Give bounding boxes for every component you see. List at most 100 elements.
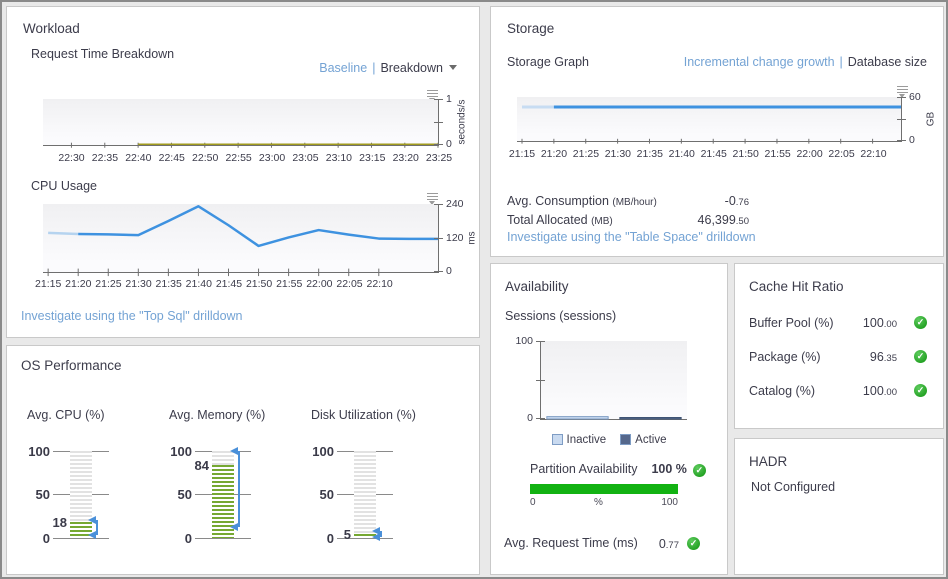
- baseline-link[interactable]: Baseline: [319, 61, 368, 75]
- cpu-usage-chart: 240 120 0 ms: [43, 198, 478, 277]
- disk-utilization-gauge: Disk Utilization (%) 100 50 0 5: [307, 404, 457, 569]
- y-axis-tick: 60: [909, 91, 921, 103]
- sessions-legend: Inactive Active: [491, 434, 727, 446]
- storage-panel: Storage Storage Graph Incremental change…: [490, 6, 944, 257]
- gauge-marker-arrow-icon: [88, 531, 96, 540]
- y-axis-tick: 1: [446, 93, 452, 105]
- y-axis-unit: seconds/s: [456, 99, 468, 145]
- gauge-tick: 100: [28, 444, 50, 459]
- status-ok-icon: [687, 537, 700, 550]
- cpu-usage-chart-canvas: [43, 204, 438, 272]
- avg-request-time-row: Avg. Request Time (ms) 0.77: [504, 536, 727, 551]
- gauge-label: Disk Utilization (%): [311, 408, 416, 422]
- avg-memory-gauge: Avg. Memory (%) 100 50 0 84: [165, 404, 315, 569]
- stat-unit: (MB/hour): [612, 197, 657, 208]
- cache-row-label: Package (%): [749, 350, 821, 364]
- hadr-status: Not Configured: [751, 480, 836, 494]
- cache-row-value: 100.00: [862, 384, 897, 398]
- status-ok-icon: [914, 316, 927, 329]
- os-performance-title: OS Performance: [21, 358, 122, 373]
- gauge-value: 5: [343, 526, 351, 542]
- y-axis-tick: 240: [446, 198, 464, 210]
- availability-title: Availability: [505, 279, 569, 294]
- request-time-chart-canvas: [43, 99, 438, 145]
- status-ok-icon: [914, 384, 927, 397]
- availability-panel: Availability Sessions (sessions) 100 0 I…: [490, 263, 728, 575]
- gauge-tick: 50: [177, 487, 192, 502]
- avg-request-time-label: Avg. Request Time (ms): [504, 536, 638, 550]
- dropdown-caret-icon[interactable]: [449, 65, 457, 70]
- package-row: Package (%) 96.35: [749, 350, 927, 366]
- stat-value: 46,399.50: [697, 213, 749, 227]
- gauge-track: [70, 451, 92, 538]
- request-time-chart: 1 0 seconds/s: [43, 93, 468, 150]
- gauge-fill: [212, 464, 234, 538]
- status-ok-icon: [914, 350, 927, 363]
- chart-menu-icon[interactable]: [427, 192, 439, 205]
- storage-title: Storage: [507, 21, 555, 36]
- active-swatch-icon: [620, 434, 632, 445]
- partition-bar-scale: 0 % 100: [530, 497, 678, 508]
- cache-hit-ratio-panel: Cache Hit Ratio Buffer Pool (%) 100.00 P…: [734, 263, 944, 429]
- table-space-drilldown-link[interactable]: Investigate using the "Table Space" dril…: [507, 230, 756, 244]
- gauge-tick: 100: [170, 444, 192, 459]
- y-axis-tick: 120: [446, 232, 464, 244]
- y-axis-tick: 0: [527, 412, 533, 424]
- cache-row-label: Buffer Pool (%): [749, 316, 834, 330]
- cache-row-label: Catalog (%): [749, 384, 815, 398]
- partition-availability-value: 100 %: [651, 462, 687, 476]
- partition-availability-bar-fill: [530, 484, 678, 494]
- toggle-separator: |: [372, 61, 376, 75]
- gauge-tick: 50: [35, 487, 50, 502]
- toggle-separator: |: [839, 55, 843, 69]
- gauge-tick: 0: [42, 531, 50, 546]
- stat-label: Avg. Consumption: [507, 194, 613, 208]
- gauge-value: 18: [52, 515, 67, 531]
- avg-request-time-value: 0.77: [658, 537, 679, 551]
- gauge-range-marker: [238, 451, 240, 527]
- gauge-fill: [354, 533, 376, 538]
- gauge-range-marker: [380, 531, 382, 538]
- gauge-tick: 0: [326, 531, 334, 546]
- sessions-chart: 100 0: [515, 335, 687, 424]
- storage-chart: 60 0 GB: [517, 91, 937, 146]
- y-axis-unit: ms: [466, 231, 478, 245]
- y-axis-unit: GB: [925, 111, 937, 127]
- x-axis-labels: 21:15 21:20 21:25 21:30 21:35 21:40 21:45 21:50…: [508, 148, 887, 160]
- top-sql-drilldown-link[interactable]: Investigate using the "Top Sql" drilldow…: [21, 309, 243, 323]
- status-ok-icon: [692, 464, 706, 477]
- sessions-chart-canvas: [541, 341, 687, 419]
- storage-view-toggle: Incremental change growth | Database size: [684, 55, 927, 69]
- gauge-marker-arrow-icon: [372, 527, 380, 536]
- gauge-tick: 50: [319, 487, 334, 502]
- x-axis-labels: 21:15 21:20 21:25 21:30 21:35 21:40 21:45 21:50…: [35, 278, 393, 290]
- gauge-label: Avg. Memory (%): [169, 408, 266, 422]
- gauge-tick: 0: [184, 531, 192, 546]
- database-size-option[interactable]: Database size: [847, 55, 927, 69]
- cpu-usage-chart-label: CPU Usage: [31, 179, 97, 193]
- buffer-pool-row: Buffer Pool (%) 100.00: [749, 316, 927, 332]
- gauge-tick: 100: [312, 444, 334, 459]
- cache-row-value: 96.35: [869, 350, 897, 364]
- gauge-value: 84: [194, 457, 209, 473]
- request-time-chart-label: Request Time Breakdown: [31, 47, 175, 61]
- gauge-range-marker: [96, 519, 98, 536]
- chart-menu-icon[interactable]: [897, 85, 909, 98]
- y-axis-tick: 0: [446, 265, 452, 277]
- gauge-fill: [70, 522, 92, 538]
- os-performance-panel: OS Performance Avg. CPU (%) 100 50 0 18 …: [6, 345, 480, 575]
- avg-consumption-row: Avg. Consumption (MB/hour) -0.76: [507, 194, 927, 208]
- gauge-marker-arrow-icon: [88, 515, 96, 524]
- stat-label: Total Allocated: [507, 213, 592, 227]
- y-axis-tick: 100: [515, 335, 533, 347]
- sessions-chart-label: Sessions (sessions): [505, 309, 617, 323]
- gauge-marker-arrow-icon: [230, 447, 238, 455]
- gauge-marker-arrow-icon: [230, 522, 238, 531]
- workload-view-toggle: Baseline | Breakdown: [319, 61, 457, 75]
- y-axis-tick: 0: [446, 138, 452, 150]
- storage-graph-label: Storage Graph: [507, 55, 589, 69]
- incremental-change-growth-link[interactable]: Incremental change growth: [683, 55, 835, 69]
- storage-chart-canvas: [517, 97, 901, 141]
- breakdown-option[interactable]: Breakdown: [380, 61, 443, 75]
- stat-unit: (MB): [591, 216, 613, 227]
